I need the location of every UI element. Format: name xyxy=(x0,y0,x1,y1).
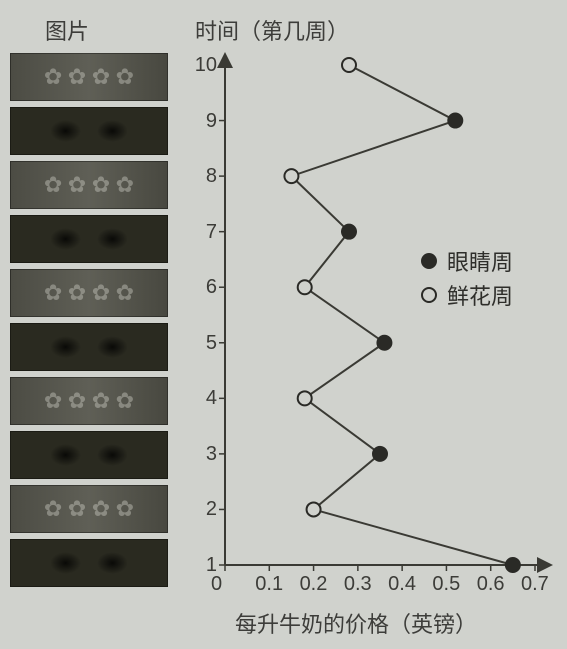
y-tick-3: 3 xyxy=(193,443,217,466)
x-tick-0.7: 0.7 xyxy=(521,573,549,596)
thumbnail-column xyxy=(10,53,168,593)
thumb-week-8 xyxy=(10,161,168,209)
thumb-week-5 xyxy=(10,323,168,371)
x-tick-0.4: 0.4 xyxy=(388,573,416,596)
x-tick-0.1: 0.1 xyxy=(255,573,283,596)
x-tick-0.3: 0.3 xyxy=(344,573,372,596)
y-tick-4: 4 xyxy=(193,387,217,410)
open-circle-icon xyxy=(421,287,437,303)
thumb-week-6 xyxy=(10,269,168,317)
thumb-week-1 xyxy=(10,539,168,587)
thumb-week-4 xyxy=(10,377,168,425)
x-tick-0: 0 xyxy=(211,573,222,596)
y-tick-10: 10 xyxy=(193,54,217,77)
y-tick-2: 2 xyxy=(193,498,217,521)
legend-eyes-label: 眼睛周 xyxy=(447,245,513,277)
legend: 眼睛周 鲜花周 xyxy=(421,242,513,314)
legend-eyes: 眼睛周 xyxy=(421,246,513,276)
thumbs-column-header: 图片 xyxy=(45,14,89,46)
y-tick-7: 7 xyxy=(193,221,217,244)
chart-area xyxy=(185,50,555,610)
thumb-week-3 xyxy=(10,431,168,479)
legend-flowers: 鲜花周 xyxy=(421,280,513,310)
y-tick-5: 5 xyxy=(193,332,217,355)
line-chart xyxy=(185,50,555,610)
filled-circle-icon xyxy=(421,253,437,269)
y-tick-9: 9 xyxy=(193,110,217,133)
x-tick-0.5: 0.5 xyxy=(432,573,460,596)
x-tick-0.2: 0.2 xyxy=(300,573,328,596)
thumb-week-7 xyxy=(10,215,168,263)
thumb-week-2 xyxy=(10,485,168,533)
y-tick-6: 6 xyxy=(193,276,217,299)
thumb-week-10 xyxy=(10,53,168,101)
time-axis-header: 时间（第几周） xyxy=(195,14,349,46)
legend-flowers-label: 鲜花周 xyxy=(447,279,513,311)
thumb-week-9 xyxy=(10,107,168,155)
y-tick-8: 8 xyxy=(193,165,217,188)
x-tick-0.6: 0.6 xyxy=(477,573,505,596)
x-axis-label: 每升牛奶的价格（英镑） xyxy=(235,607,477,639)
